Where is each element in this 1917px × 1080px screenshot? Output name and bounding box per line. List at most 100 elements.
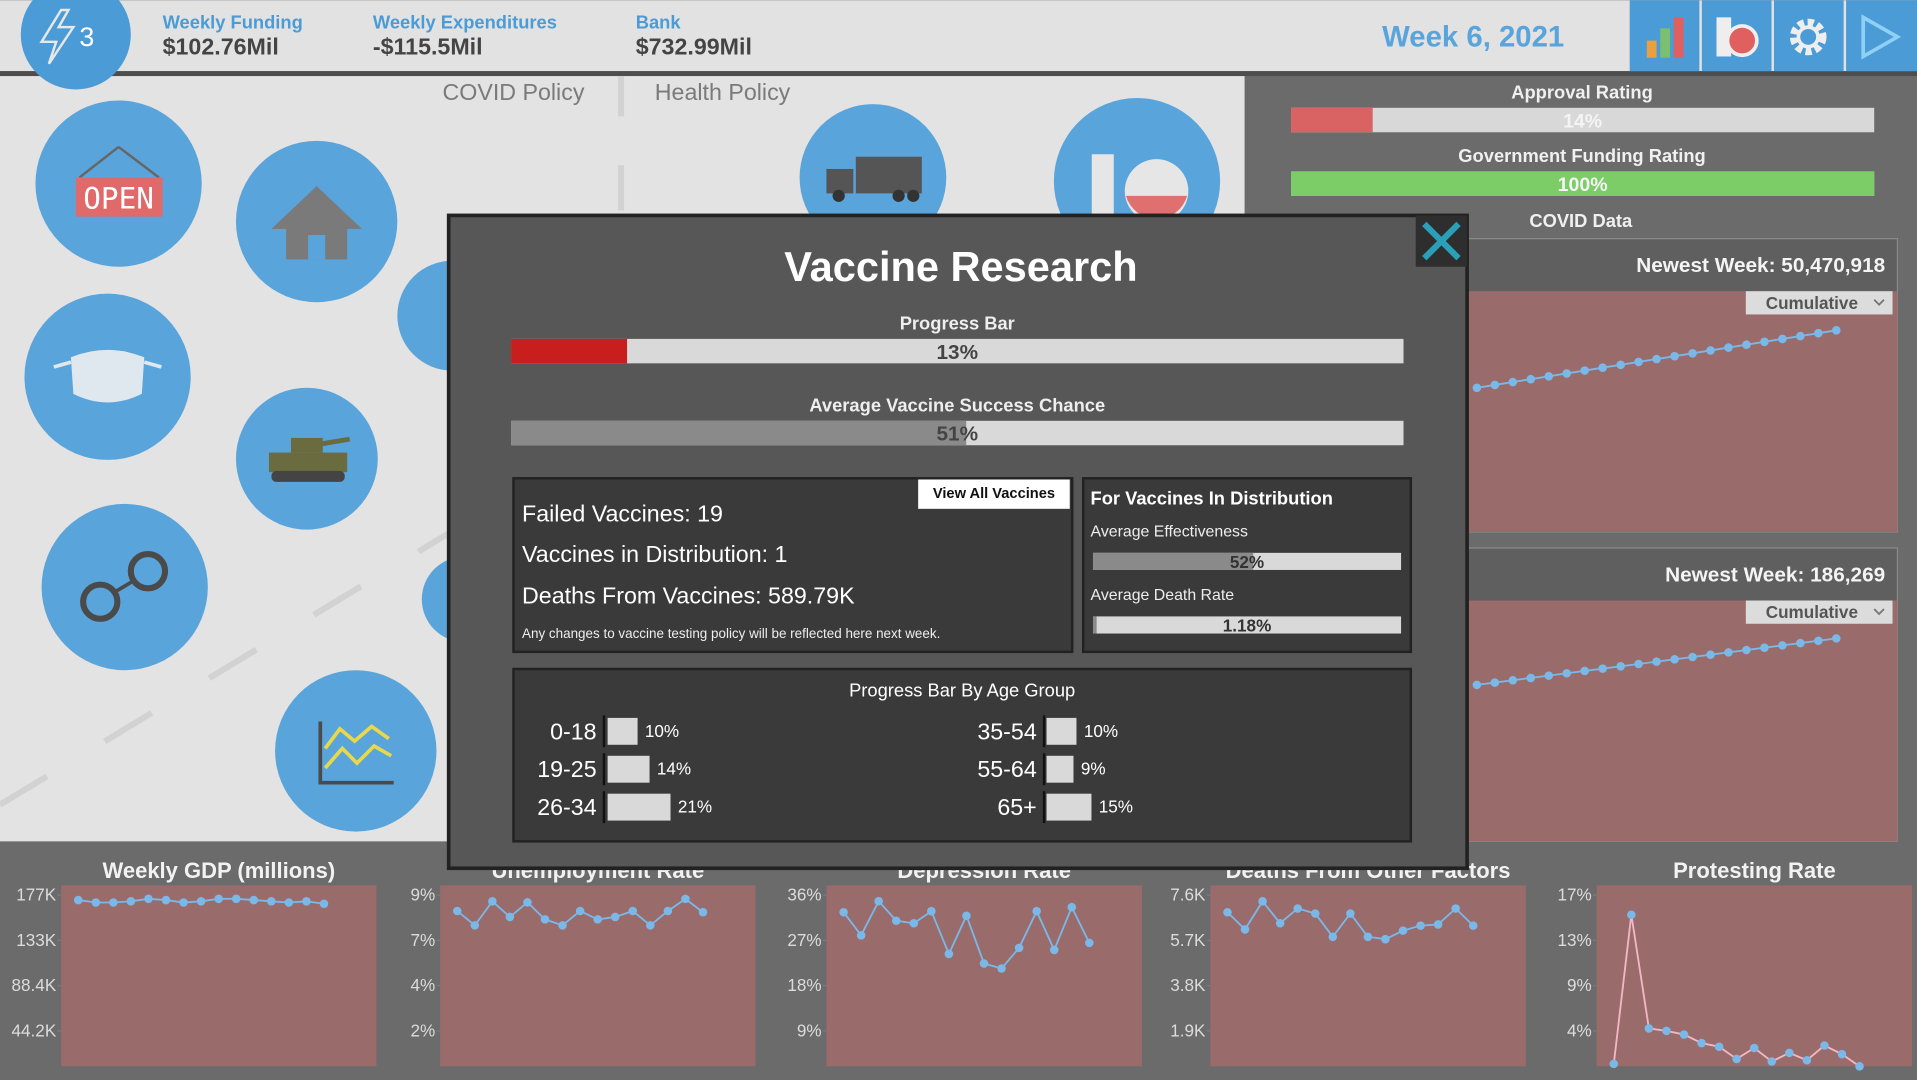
tab[interactable]: Health Policy xyxy=(655,79,791,105)
age-label: 26-34 xyxy=(537,794,596,820)
y-tick-label: 133K xyxy=(16,931,57,950)
series-point xyxy=(839,907,848,917)
cuff xyxy=(80,581,121,622)
series-point xyxy=(1749,1043,1759,1053)
y-tick-label: 44.2K xyxy=(12,1021,57,1040)
y-tick-label: 9% xyxy=(797,1021,822,1040)
flask-liquid xyxy=(1125,195,1188,219)
ratings: Approval Rating 14% Government Funding Rat… xyxy=(1291,81,1875,196)
series-point xyxy=(319,899,329,909)
energy-badge xyxy=(20,0,131,90)
test-tube xyxy=(1091,154,1114,216)
series-point xyxy=(1310,909,1320,918)
bar-title: Average Death Rate xyxy=(1091,587,1235,604)
chart-axes xyxy=(318,721,394,785)
series-point xyxy=(1398,926,1408,935)
cuff-chain xyxy=(113,579,135,594)
policy-open[interactable]: OPEN xyxy=(35,100,202,267)
plot-area xyxy=(440,885,756,1067)
series-point xyxy=(1472,680,1482,690)
truck-wheel xyxy=(907,189,920,202)
bar-label: 1.18% xyxy=(1223,617,1272,636)
dropdown[interactable] xyxy=(1745,291,1893,315)
button-label[interactable]: View All Vaccines xyxy=(933,486,1055,502)
series-point xyxy=(1837,1049,1847,1059)
series-point xyxy=(161,895,171,905)
plot-area xyxy=(1596,885,1913,1067)
indicator-charts: Weekly GDP (millions)44.2K88.4K133K177KU… xyxy=(12,858,1913,1071)
series-point xyxy=(1258,897,1267,906)
policy-mask[interactable] xyxy=(24,293,191,460)
age-label: 19-25 xyxy=(537,756,596,782)
series-point xyxy=(663,906,673,916)
stat-line: Failed Vaccines: 19 xyxy=(522,501,723,527)
play-button[interactable] xyxy=(1846,0,1917,72)
policy-circle[interactable] xyxy=(275,670,437,832)
research-button[interactable] xyxy=(1701,0,1772,72)
y-tick-label: 7% xyxy=(411,931,436,950)
section-title: COVID Data xyxy=(1529,210,1633,231)
series-point xyxy=(874,896,883,906)
stat-line: Deaths From Vaccines: 589.79K xyxy=(522,583,855,609)
tab[interactable]: COVID Policy xyxy=(443,79,585,105)
top-bar xyxy=(0,0,1917,72)
rating-title: Approval Rating xyxy=(1511,81,1653,102)
series-point xyxy=(593,915,602,924)
button-bg[interactable] xyxy=(918,479,1070,509)
icon-gear xyxy=(1796,25,1820,49)
dropdown-label[interactable]: Cumulative xyxy=(1766,603,1858,622)
settings-button[interactable] xyxy=(1773,0,1844,72)
dropdown[interactable] xyxy=(1745,600,1893,624)
y-tick-label: 4% xyxy=(411,976,436,995)
sign xyxy=(75,177,163,217)
series-point xyxy=(1732,1054,1741,1064)
button-bg[interactable] xyxy=(1846,0,1917,72)
y-tick-label: 13% xyxy=(1558,931,1592,950)
dropdown-label[interactable]: Cumulative xyxy=(1766,294,1858,313)
series-point xyxy=(558,921,567,930)
series-point xyxy=(1742,645,1751,655)
view-all-button[interactable]: View All Vaccines xyxy=(918,479,1070,509)
series-point xyxy=(1451,904,1460,913)
policy-home[interactable] xyxy=(235,140,398,303)
button-bg[interactable] xyxy=(1773,0,1844,72)
age-bar xyxy=(607,793,671,821)
road xyxy=(0,530,451,808)
close-button[interactable] xyxy=(1415,215,1468,267)
bar-label: 100% xyxy=(1558,174,1608,196)
series-point xyxy=(1697,1038,1706,1048)
policy-military[interactable] xyxy=(235,387,378,530)
policy-economy[interactable] xyxy=(275,670,437,832)
series-point xyxy=(1490,678,1500,687)
bar-track xyxy=(1092,616,1402,634)
y-tick-label: 88.4K xyxy=(12,976,57,995)
bar-fill xyxy=(1092,616,1097,634)
bar-track xyxy=(511,338,1404,364)
stat-value: -$115.5Mil xyxy=(373,34,483,60)
icon-bar xyxy=(1673,17,1684,58)
series-point xyxy=(1240,925,1250,934)
stat-label: Weekly Funding xyxy=(163,12,303,33)
series-point xyxy=(1609,1059,1619,1069)
y-tick-label: 177K xyxy=(16,886,57,905)
series-point xyxy=(1526,374,1536,384)
series-point xyxy=(1544,372,1554,381)
policy-police[interactable] xyxy=(41,503,208,671)
age-value: 15% xyxy=(1099,798,1133,817)
stats-button[interactable] xyxy=(1629,0,1700,72)
age-label: 55-64 xyxy=(977,756,1036,782)
tank-barrel xyxy=(319,436,351,447)
series-point xyxy=(962,911,971,921)
tank-track xyxy=(271,470,345,482)
series-point xyxy=(1598,363,1607,372)
series-point xyxy=(1472,383,1482,393)
series-point xyxy=(927,906,936,916)
icon-flask xyxy=(1725,24,1759,58)
cuff xyxy=(127,551,169,592)
house-door xyxy=(308,234,326,260)
y-tick-label: 5.7K xyxy=(1170,931,1206,950)
bar-fill xyxy=(511,338,628,364)
age-bar xyxy=(1046,793,1092,821)
series-point xyxy=(1679,1030,1689,1039)
